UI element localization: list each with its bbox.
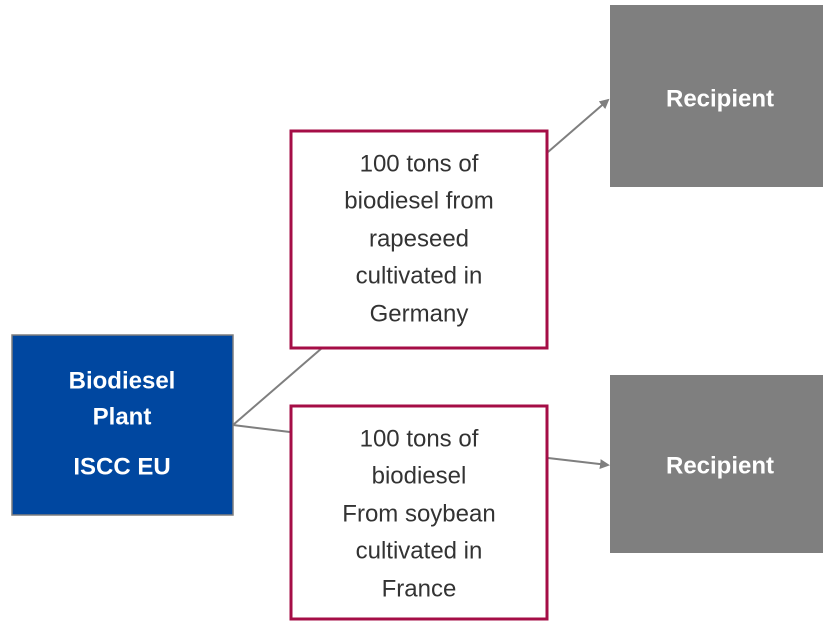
batch-box bbox=[289, 404, 549, 621]
arrow bbox=[547, 98, 610, 153]
batch-label: France bbox=[382, 575, 457, 602]
batch-label: 100 tons of bbox=[360, 150, 479, 177]
recipient-box bbox=[610, 5, 823, 187]
batch-label: 100 tons of bbox=[360, 425, 479, 452]
plant-label: Plant bbox=[93, 403, 152, 430]
plant-box bbox=[11, 334, 234, 516]
batch-label: biodiesel from bbox=[344, 187, 493, 214]
batch-label: cultivated in bbox=[356, 537, 483, 564]
arrow bbox=[547, 457, 610, 470]
plant-label: Biodiesel bbox=[69, 367, 176, 394]
recipient-label: Recipient bbox=[666, 452, 774, 479]
recipient-label: Recipient bbox=[666, 85, 774, 112]
batch-label: Germany bbox=[370, 300, 469, 327]
batch-label: biodiesel bbox=[372, 462, 467, 489]
batch-label: cultivated in bbox=[356, 262, 483, 289]
batch-label: rapeseed bbox=[369, 225, 469, 252]
plant-sublabel: ISCC EU bbox=[73, 453, 170, 480]
recipient-box bbox=[610, 375, 823, 553]
connector bbox=[232, 347, 323, 426]
batch-box bbox=[289, 129, 549, 350]
connector bbox=[232, 424, 291, 433]
batch-label: From soybean bbox=[342, 500, 495, 527]
